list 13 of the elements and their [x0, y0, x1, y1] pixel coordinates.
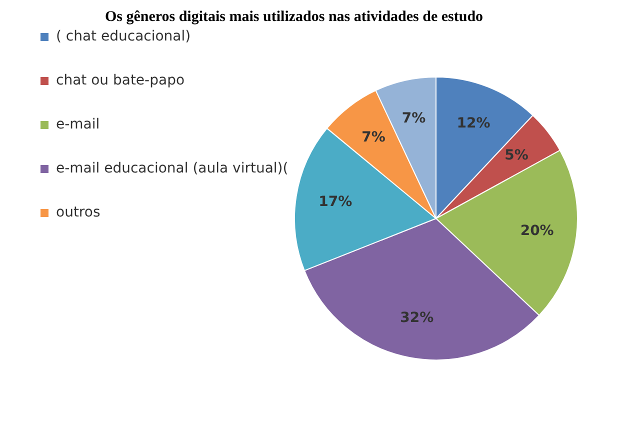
legend-label: chat ou bate-papo [56, 72, 185, 89]
data-label: 20% [520, 222, 554, 239]
chart-title: Os gêneros digitais mais utilizados nas atividades de estudo [104, 8, 484, 25]
data-label: 7% [362, 130, 386, 146]
data-label: 7% [402, 110, 426, 127]
data-label: 17% [318, 194, 352, 210]
legend-label: e-mail educacional (aula virtual)( [56, 160, 288, 177]
data-label: 32% [400, 310, 434, 326]
data-label: 12% [456, 115, 490, 132]
legend-label: ( chat educacional) [56, 28, 191, 45]
legend-label: e-mail [56, 116, 100, 133]
legend-label: outros [56, 204, 100, 221]
data-label: 5% [504, 148, 528, 164]
